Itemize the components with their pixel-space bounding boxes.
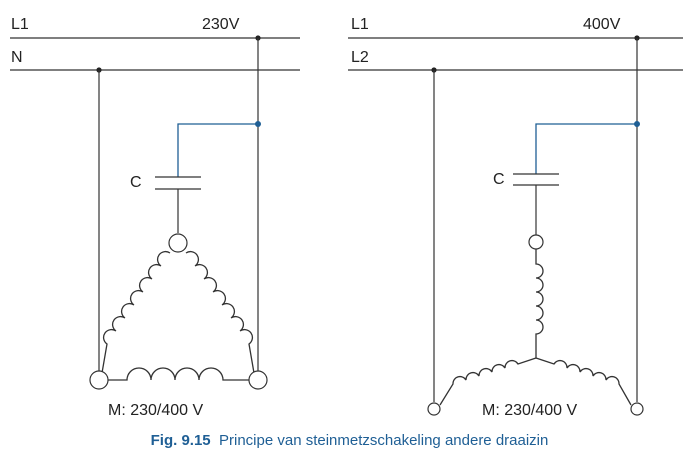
left-terminal-right bbox=[248, 370, 268, 390]
left-terminal-left bbox=[89, 370, 109, 390]
left-terminal-top bbox=[168, 233, 188, 253]
right-l1-label: L1 bbox=[351, 16, 369, 33]
right-terminal-right bbox=[630, 402, 644, 416]
left-coil-right bbox=[185, 250, 255, 374]
right-capacitor-label: C bbox=[493, 171, 505, 188]
right-terminal-top bbox=[528, 234, 544, 250]
caption-text: Principe van steinmetzschakeling andere … bbox=[219, 432, 549, 449]
left-motor-label: M: 230/400 V bbox=[108, 402, 204, 419]
right-coil-vertical bbox=[535, 249, 544, 358]
left-capacitor-label: C bbox=[130, 174, 142, 191]
right-l2-label: L2 bbox=[351, 49, 369, 66]
right-coil-left bbox=[439, 357, 537, 406]
caption-number: Fig. 9.15 bbox=[150, 432, 211, 449]
figure-caption: Fig. 9.15 Principe van steinmetzschakeli… bbox=[0, 433, 699, 448]
left-n-label: N bbox=[11, 49, 23, 66]
right-terminal-left bbox=[427, 402, 441, 416]
right-motor-label: M: 230/400 V bbox=[482, 402, 578, 419]
left-capacitor-feed bbox=[177, 123, 258, 177]
right-circuit bbox=[348, 35, 683, 416]
right-capacitor-junction bbox=[634, 121, 640, 127]
left-voltage-label: 230V bbox=[202, 16, 240, 33]
left-l1-label: L1 bbox=[11, 16, 29, 33]
left-coil-left bbox=[101, 250, 171, 374]
right-coil-right bbox=[535, 357, 632, 406]
left-coil-bottom bbox=[107, 367, 250, 381]
left-capacitor-junction bbox=[255, 121, 261, 127]
right-capacitor-feed bbox=[535, 123, 637, 174]
right-voltage-label: 400V bbox=[583, 16, 621, 33]
left-circuit bbox=[10, 35, 300, 390]
